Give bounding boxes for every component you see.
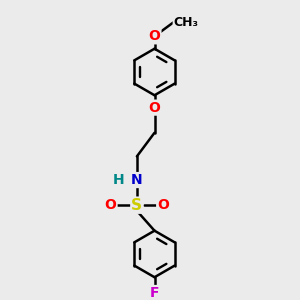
Text: O: O [148, 100, 160, 115]
Text: N: N [131, 173, 143, 187]
Text: O: O [148, 29, 160, 43]
Text: O: O [157, 198, 169, 212]
Text: O: O [105, 198, 116, 212]
Text: H: H [112, 173, 124, 187]
Text: F: F [150, 286, 159, 300]
Text: S: S [131, 198, 142, 213]
Text: CH₃: CH₃ [173, 16, 198, 29]
